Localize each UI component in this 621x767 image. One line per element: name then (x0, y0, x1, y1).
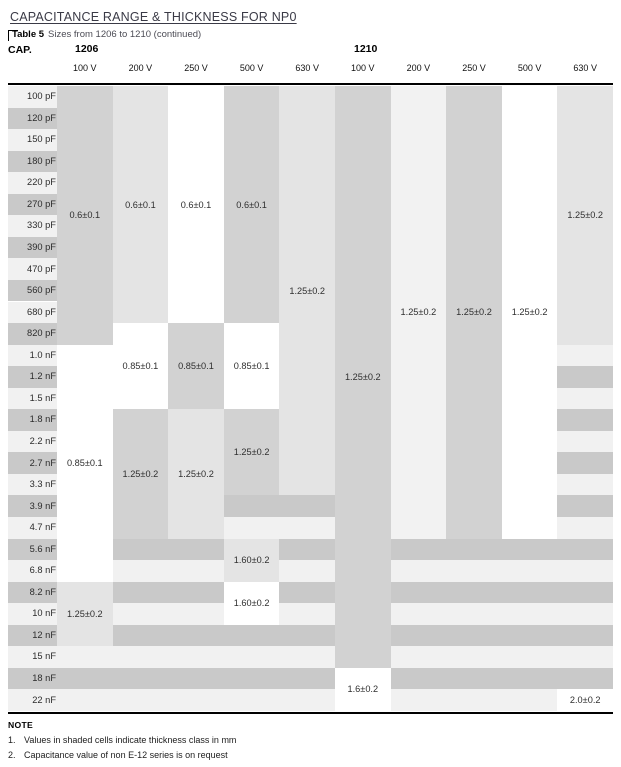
thickness-cell-1206-250V: 0.6±0.1 (168, 86, 224, 324)
row-label-capacitance: 22 nF (32, 694, 56, 705)
size-group-header-1210: 1210 (354, 43, 378, 55)
row-label-capacitance: 1.8 nF (29, 414, 56, 425)
thickness-cell-1206-500V: 0.85±0.1 (223, 323, 280, 410)
row-label-capacitance: 820 pF (27, 328, 56, 339)
row-label-capacitance: 390 pF (27, 242, 56, 253)
voltage-header-6: 200 V (406, 63, 431, 73)
row-label-capacitance: 1.2 nF (29, 371, 56, 382)
thickness-cell-1210-250V: 1.25±0.2 (446, 86, 502, 539)
row-label-capacitance: 5.6 nF (29, 543, 56, 554)
row-stripe (8, 667, 613, 690)
row-label-capacitance: 560 pF (27, 285, 56, 296)
row-label-capacitance: 180 pF (27, 155, 56, 166)
thickness-cell-1206-630V: 1.25±0.2 (279, 86, 335, 496)
thickness-cell-1210-500V: 1.25±0.2 (501, 86, 558, 539)
caption-bracket-decoration (8, 30, 18, 41)
row-label-capacitance: 2.7 nF (29, 457, 56, 468)
row-stripe (8, 689, 613, 711)
thickness-cell-1206-500V: 1.60±0.2 (223, 581, 280, 625)
note-text: Values in shaded cells indicate thicknes… (24, 735, 237, 745)
column-header-cap: CAP. (8, 44, 32, 56)
thickness-cell-1206-500V: 0.6±0.1 (223, 86, 280, 324)
voltage-header-5: 100 V (351, 63, 375, 73)
voltage-header-9: 630 V (573, 63, 597, 73)
row-stripe (8, 603, 613, 625)
thickness-cell-1210-100V: 1.25±0.2 (335, 86, 391, 668)
row-label-capacitance: 3.9 nF (29, 500, 56, 511)
row-label-capacitance: 6.8 nF (29, 565, 56, 576)
row-label-capacitance: 100 pF (27, 91, 56, 102)
voltage-header-8: 500 V (517, 63, 542, 73)
row-label-capacitance: 12 nF (32, 629, 56, 640)
row-label-capacitance: 8.2 nF (29, 586, 56, 597)
row-stripe (8, 538, 613, 561)
row-label-capacitance: 3.3 nF (29, 479, 56, 490)
row-stripe (8, 624, 613, 647)
thickness-cell-1206-500V: 1.60±0.2 (223, 538, 280, 582)
note-item: 2. Capacitance value of non E-12 series i… (8, 750, 488, 760)
row-label-capacitance: 470 pF (27, 263, 56, 274)
row-stripe (8, 646, 613, 668)
thickness-cell-1210-200V: 1.25±0.2 (390, 86, 447, 539)
row-label-capacitance: 330 pF (27, 220, 56, 231)
table-description-label: Sizes from 1206 to 1210 (continued) (48, 29, 202, 40)
row-label-capacitance: 270 pF (27, 198, 56, 209)
row-label-capacitance: 10 nF (32, 608, 56, 619)
thickness-cell-1206-100V: 0.85±0.1 (57, 344, 113, 582)
voltage-header-3: 500 V (239, 63, 264, 73)
row-label-capacitance: 2.2 nF (29, 435, 56, 446)
row-label-capacitance: 4.7 nF (29, 522, 56, 533)
row-label-capacitance: 15 nF (32, 651, 56, 662)
thickness-cell-1206-100V: 1.25±0.2 (57, 581, 113, 647)
voltage-header-7: 250 V (462, 63, 486, 73)
thickness-cell-1206-200V: 1.25±0.2 (112, 409, 169, 539)
thickness-cell-1206-100V: 0.6±0.1 (57, 86, 113, 345)
size-group-header-1206: 1206 (75, 43, 99, 55)
table-bottom-rule (8, 712, 613, 714)
note-text: Capacitance value of non E-12 series is … (24, 750, 228, 760)
thickness-cell-1210-630V: 2.0±0.2 (557, 689, 613, 711)
thickness-cell-1206-200V: 0.6±0.1 (112, 86, 169, 324)
note-number: 1. (8, 735, 16, 745)
table-top-rule (8, 83, 613, 86)
row-label-capacitance: 120 pF (27, 112, 56, 123)
thickness-cell-1206-500V: 1.25±0.2 (223, 409, 280, 496)
thickness-cell-1206-250V: 0.85±0.1 (168, 323, 224, 410)
voltage-header-4: 630 V (295, 63, 319, 73)
row-label-capacitance: 680 pF (27, 306, 56, 317)
note-number: 2. (8, 750, 16, 760)
thickness-cell-1206-250V: 1.25±0.2 (168, 409, 224, 539)
row-label-capacitance: 150 pF (27, 134, 56, 145)
thickness-cell-1206-200V: 0.85±0.1 (112, 323, 169, 410)
notes-section: NOTE 1. Values in shaded cells indicate t… (8, 720, 488, 760)
thickness-cell-1210-630V: 1.25±0.2 (557, 86, 613, 345)
row-label-capacitance: 18 nF (32, 673, 56, 684)
row-label-capacitance: 220 pF (27, 177, 56, 188)
row-label-capacitance: 1.5 nF (29, 392, 56, 403)
note-item: 1. Values in shaded cells indicate thickn… (8, 735, 488, 745)
page-title: CAPACITANCE RANGE & THICKNESS FOR NP0 (10, 10, 297, 24)
table-number-label: Table 5 (12, 29, 45, 40)
row-stripe (8, 560, 613, 582)
voltage-header-0: 100 V (73, 63, 97, 73)
row-label-capacitance: 1.0 nF (29, 349, 56, 360)
voltage-header-1: 200 V (128, 63, 153, 73)
thickness-cell-1210-100V: 1.6±0.2 (335, 667, 391, 711)
notes-heading: NOTE (8, 720, 34, 730)
notes-list: 1. Values in shaded cells indicate thickn… (8, 735, 488, 760)
row-stripe (8, 581, 613, 604)
voltage-header-2: 250 V (184, 63, 208, 73)
table-caption: Table 5 Sizes from 1206 to 1210 (continue… (12, 29, 201, 40)
